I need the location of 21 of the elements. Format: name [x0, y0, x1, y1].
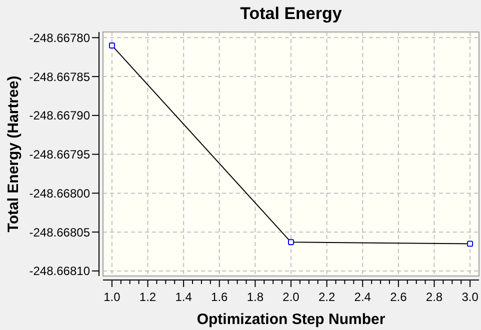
x-tick-label: 1.2: [139, 290, 156, 304]
y-tick-label: -248.66795: [29, 148, 90, 162]
x-tick-label: 1.6: [211, 290, 228, 304]
x-tick-label: 2.4: [354, 290, 372, 304]
y-axis-title: Total Energy (Hartree): [5, 76, 22, 232]
x-tick-label: 2.2: [318, 290, 336, 304]
y-tick-label: -248.66785: [29, 70, 90, 84]
x-tick-label: 2.0: [282, 290, 300, 304]
y-tick-label: -248.66805: [29, 225, 90, 240]
x-tick-label: 1.4: [175, 290, 192, 304]
x-tick-label: 2.8: [426, 290, 443, 304]
x-tick-label: 1.0: [104, 290, 121, 304]
x-tick-label: 1.8: [246, 290, 264, 304]
x-tick-label: 2.6: [390, 290, 408, 304]
x-axis-title: Optimization Step Number: [196, 311, 386, 328]
chart-title: Total Energy: [240, 4, 342, 23]
x-tick-label: 3.0: [462, 290, 479, 304]
y-tick-label: -248.66800: [29, 186, 90, 200]
y-tick-label: -248.66790: [29, 108, 90, 123]
y-tick-label: -248.66780: [29, 30, 90, 45]
y-tick-label: -248.66810: [29, 264, 90, 278]
